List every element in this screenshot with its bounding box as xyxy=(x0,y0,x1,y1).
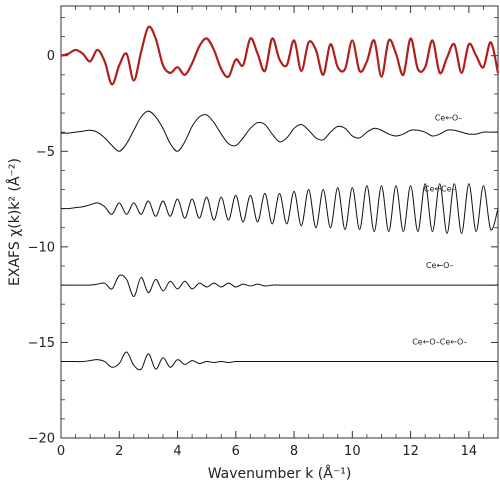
x-tick-label: 14 xyxy=(461,444,478,459)
x-axis-label: Wavenumber k (Å⁻¹) xyxy=(208,465,352,482)
x-tick-label: 12 xyxy=(402,444,419,459)
plot-frame xyxy=(60,5,499,439)
axis-ticks: 0 2 4 6 8 10 12 14 0 −5 −10 −15 −20 xyxy=(28,6,499,459)
y-tick-label: −15 xyxy=(28,336,55,351)
x-tick-label: 2 xyxy=(115,444,123,459)
path-annotation: Ce←O–Ce←O– xyxy=(412,337,467,346)
series-line-2 xyxy=(60,110,498,152)
x-tick-label: 10 xyxy=(344,444,361,459)
y-tick-label: −5 xyxy=(36,145,55,160)
annotations: Ce←O–Ce←Ce–Ce←O–Ce←O–Ce←O– xyxy=(412,114,467,347)
x-tick-label: 8 xyxy=(290,444,298,459)
path-annotation: Ce←O– xyxy=(426,261,454,270)
path-annotation: Ce←O– xyxy=(435,114,463,123)
y-tick-label: −20 xyxy=(28,432,55,447)
x-tick-label: 4 xyxy=(173,444,181,459)
x-tick-label: 6 xyxy=(232,444,240,459)
path-annotation: Ce←Ce– xyxy=(424,184,456,193)
x-tick-label: 0 xyxy=(57,444,65,459)
series-group xyxy=(60,25,500,371)
y-axis-label: EXAFS χ(k)k² (Å⁻²) xyxy=(6,158,23,286)
series-line-1 xyxy=(60,25,500,86)
y-tick-label: 0 xyxy=(47,49,55,64)
y-tick-label: −10 xyxy=(28,240,55,255)
series-line-3 xyxy=(60,183,499,234)
series-line-4 xyxy=(60,274,498,298)
series-line-5 xyxy=(61,351,498,371)
